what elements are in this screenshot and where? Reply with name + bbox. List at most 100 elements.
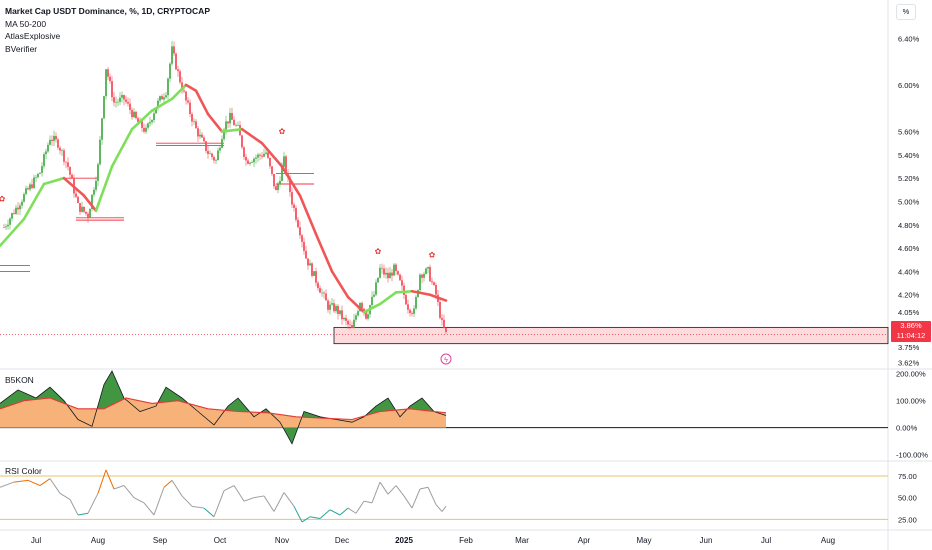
candle-body bbox=[387, 272, 389, 279]
candle-body bbox=[201, 134, 203, 138]
x-tick-label: Feb bbox=[459, 536, 473, 545]
rsi-segment bbox=[39, 478, 51, 486]
rsi-segment bbox=[105, 469, 115, 490]
indicator-atlas-label[interactable]: AtlasExplosive bbox=[5, 31, 61, 41]
candle-body bbox=[421, 274, 423, 278]
candle-body bbox=[317, 282, 319, 289]
candle-body bbox=[109, 76, 111, 82]
indicator-ma-label[interactable]: MA 50-200 bbox=[5, 18, 47, 29]
candle-body bbox=[253, 158, 255, 163]
candle-body bbox=[425, 268, 427, 274]
candle-body bbox=[97, 164, 99, 181]
rsi-segment bbox=[371, 481, 381, 504]
candle-body bbox=[205, 141, 207, 152]
candle-body bbox=[343, 317, 345, 320]
candle-body bbox=[441, 317, 443, 320]
candle-body bbox=[251, 162, 253, 163]
candle-body bbox=[43, 154, 45, 167]
ma-segment bbox=[42, 176, 66, 186]
candle-body bbox=[333, 303, 335, 312]
candle-body bbox=[391, 272, 393, 276]
percent-scale-button[interactable]: % bbox=[896, 4, 916, 20]
candle-body bbox=[209, 153, 211, 155]
candle-body bbox=[65, 161, 67, 163]
candle-body bbox=[71, 174, 73, 179]
candle-body bbox=[177, 69, 179, 72]
candle-body bbox=[299, 227, 301, 236]
rsi-label[interactable]: RSI Color bbox=[5, 466, 42, 476]
rsi-segment bbox=[163, 479, 173, 488]
candle-body bbox=[269, 157, 271, 167]
ma-segment bbox=[94, 165, 114, 213]
candle-body bbox=[23, 194, 25, 202]
signal-marker-icon: ✿ bbox=[0, 194, 6, 203]
candle-body bbox=[349, 324, 351, 326]
candle-body bbox=[171, 46, 173, 64]
candle-body bbox=[29, 184, 31, 190]
candle-body bbox=[125, 99, 127, 102]
x-tick-label: Nov bbox=[275, 536, 289, 545]
rsi-segment bbox=[319, 509, 331, 519]
rsi-segment bbox=[419, 486, 429, 490]
candle-body bbox=[133, 111, 135, 118]
candle-body bbox=[289, 177, 291, 193]
candle-body bbox=[45, 151, 47, 155]
candle-body bbox=[339, 310, 341, 314]
osc-tick-label: 100.00% bbox=[896, 397, 926, 406]
candle-body bbox=[245, 156, 247, 161]
candle-body bbox=[53, 135, 55, 141]
y-tick-label: 6.00% bbox=[898, 81, 920, 90]
candle-body bbox=[93, 189, 95, 195]
rsi-segment bbox=[427, 487, 437, 505]
osc-tick-label: -100.00% bbox=[896, 451, 928, 460]
indicator-bverifier-label[interactable]: BVerifier bbox=[5, 43, 38, 54]
rsi-segment bbox=[143, 502, 155, 516]
candle-body bbox=[105, 69, 107, 97]
candle-body bbox=[337, 305, 339, 314]
candle-body bbox=[445, 327, 447, 332]
current-price-badge: 3.86% 11:04:12 bbox=[891, 321, 931, 342]
candle-body bbox=[41, 166, 43, 173]
rsi-segment bbox=[339, 507, 349, 516]
candle-body bbox=[55, 135, 57, 140]
ma-segment bbox=[0, 217, 26, 248]
annotations: ✿ ✿ ✿ ✿ ϟ bbox=[0, 127, 452, 365]
candle-body bbox=[283, 156, 285, 167]
candle-body bbox=[5, 226, 7, 228]
candle-body bbox=[427, 267, 429, 269]
rsi-segment bbox=[395, 485, 405, 497]
rsi-segment bbox=[435, 504, 443, 512]
candle-body bbox=[193, 121, 195, 122]
candle-body bbox=[225, 121, 227, 130]
candle-body bbox=[49, 139, 51, 145]
candle-body bbox=[291, 192, 293, 205]
candle-body bbox=[385, 272, 387, 275]
candle-body bbox=[331, 303, 333, 305]
rsi-segment bbox=[153, 487, 165, 516]
candle-body bbox=[149, 122, 151, 124]
candle-body bbox=[307, 258, 309, 266]
candle-body bbox=[115, 102, 117, 103]
candle-body bbox=[315, 271, 317, 283]
candle-body bbox=[435, 284, 437, 295]
ma-segment bbox=[378, 291, 398, 306]
candle-body bbox=[271, 166, 273, 174]
candle-body bbox=[381, 267, 383, 269]
b5kon-label[interactable]: B5KON bbox=[5, 375, 34, 385]
candle-body bbox=[81, 206, 83, 212]
candle-body bbox=[183, 90, 185, 92]
candle-body bbox=[11, 213, 13, 219]
rsi-segment bbox=[0, 481, 15, 488]
candle-body bbox=[131, 109, 133, 118]
candle-body bbox=[121, 95, 123, 98]
candle-body bbox=[255, 157, 257, 159]
symbol-title[interactable]: Market Cap USDT Dominance, %, 1D, CRYPTO… bbox=[5, 6, 210, 16]
candle-body bbox=[137, 118, 139, 122]
ma-segment bbox=[170, 83, 188, 101]
support-zone bbox=[333, 326, 889, 345]
x-tick-label: Jun bbox=[700, 536, 713, 545]
candle-body bbox=[211, 153, 213, 157]
candle-body bbox=[439, 301, 441, 318]
